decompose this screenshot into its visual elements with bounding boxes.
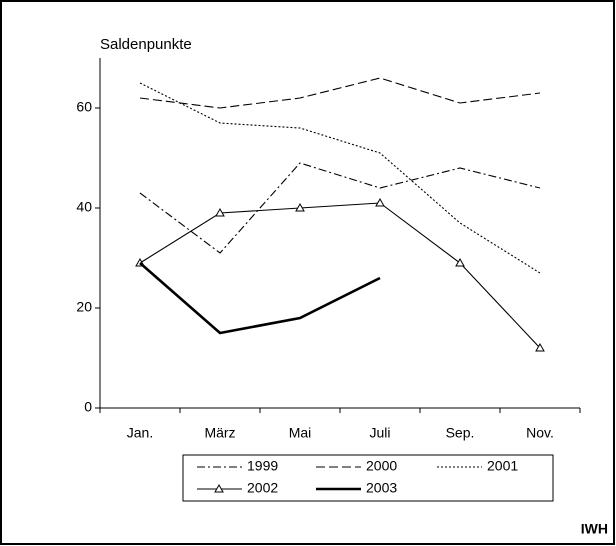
x-tick-label: Nov. xyxy=(526,425,554,441)
series-line xyxy=(139,262,381,335)
y-tick-label: 0 xyxy=(84,399,92,415)
x-tick-label: Juli xyxy=(369,425,390,441)
y-tick-label: 20 xyxy=(76,299,92,315)
legend-marker xyxy=(214,483,224,493)
series-line xyxy=(139,202,541,349)
legend-label: 2001 xyxy=(487,458,518,474)
series-line xyxy=(139,162,541,254)
x-tick-label: Jan. xyxy=(127,425,153,441)
marker xyxy=(535,342,545,352)
source: IWH xyxy=(581,521,608,537)
legend-label: 1999 xyxy=(247,458,278,474)
marker xyxy=(215,207,225,217)
marker xyxy=(295,202,305,212)
legend-box xyxy=(182,454,554,502)
x-tick-label: März xyxy=(204,425,235,441)
marker xyxy=(455,257,465,267)
legend-label: 2000 xyxy=(366,458,397,474)
y-tick-label: 40 xyxy=(76,199,92,215)
series-line xyxy=(139,82,541,274)
x-tick-label: Sep. xyxy=(446,425,475,441)
legend-label: 2003 xyxy=(366,480,397,496)
legend-label: 2002 xyxy=(247,480,278,496)
series-line xyxy=(139,77,541,109)
y-tick-label: 60 xyxy=(76,99,92,115)
x-tick-label: Mai xyxy=(289,425,312,441)
marker xyxy=(375,197,385,207)
y-axis-label: Saldenpunkte xyxy=(100,36,192,53)
